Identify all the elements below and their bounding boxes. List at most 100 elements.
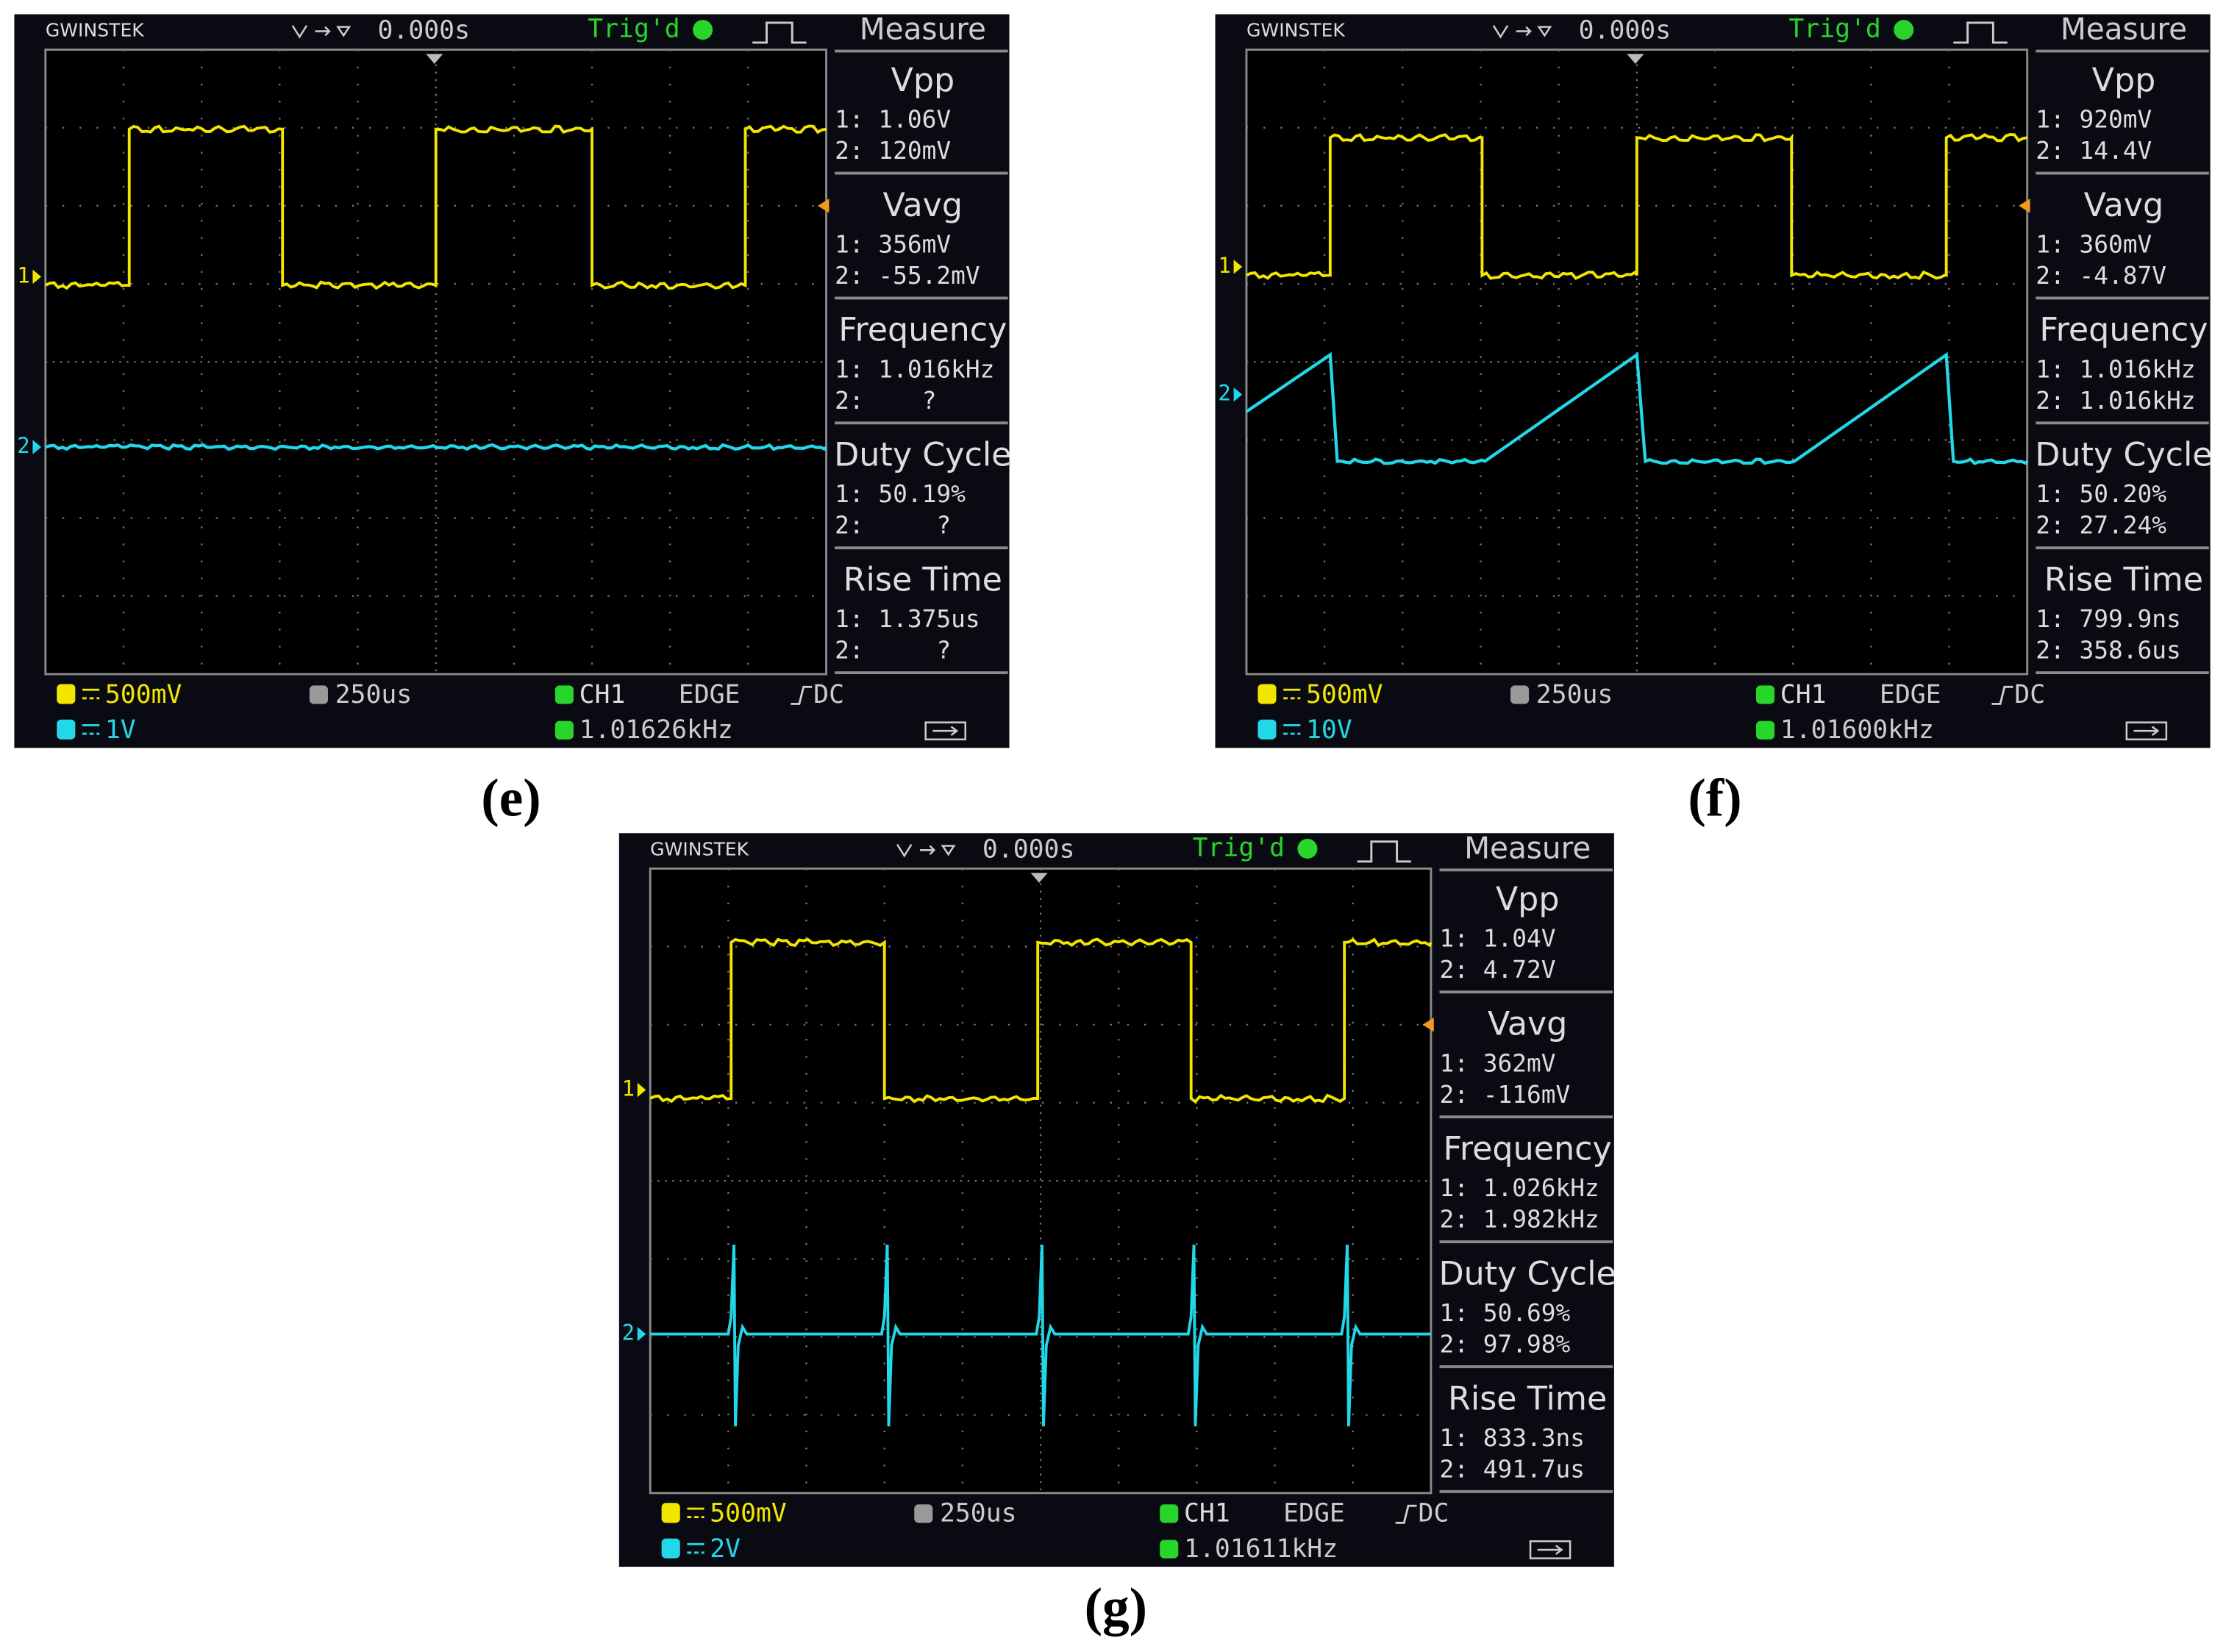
measure-name: Vavg	[883, 187, 963, 224]
measure-ch2: 2: -55.2mV	[835, 262, 980, 290]
measure-name: Frequency	[838, 312, 1007, 349]
trigger-source: CH1	[1780, 680, 1827, 709]
measure-ch1: 1: 362mV	[1439, 1049, 1555, 1077]
menu-title: Measure	[2061, 11, 2187, 46]
usb-icon	[924, 721, 966, 740]
measure-ch1: 1: 1.016kHz	[835, 355, 994, 383]
panel-caption: (e)	[481, 768, 541, 827]
ch1-marker-arrow	[637, 1082, 646, 1098]
trigger-status: Trig'd	[1788, 15, 1880, 44]
trigger-icon	[1160, 1504, 1179, 1523]
trigger-position-marker	[426, 54, 443, 64]
timebase-icon	[1510, 685, 1530, 704]
measure-ch2: 2: 4.72V	[1439, 956, 1555, 984]
panel-caption: (g)	[1085, 1577, 1148, 1637]
trigger-status: Trig'd	[1193, 833, 1285, 862]
scope-screen: 1 2 GWINSTEK 0.000s Trig'd Measure Vpp 1: 920mV…	[1215, 11, 2211, 748]
scope-screen: 1 2 GWINSTEK 0.000s Trig'd Measure Vpp 1: 1.06V…	[14, 14, 1011, 748]
measure-ch2: 2: ?	[835, 637, 951, 665]
brand: GWINSTEK	[46, 19, 144, 40]
trigger-status-dot	[1297, 838, 1318, 859]
measure-name: Vpp	[2092, 62, 2156, 99]
measure-ch2: 2: -4.87V	[2036, 262, 2166, 290]
ch1-waveform	[45, 124, 827, 290]
scope-screen: 1 2 GWINSTEK 0.000s Trig'd Measure Vpp 1: 1.04V…	[618, 833, 1616, 1567]
acquire-icon	[1357, 840, 1411, 863]
ch1-scale: 500mV	[105, 680, 182, 709]
measure-name: Rise Time	[1448, 1380, 1607, 1417]
measure-ch2: 2: 358.6us	[2036, 637, 2180, 665]
measure-name: Vavg	[1488, 1006, 1568, 1043]
ch2-waveform	[650, 1244, 1431, 1427]
measure-ch2: 2: 491.7us	[1439, 1455, 1584, 1483]
coupling: DC	[2014, 680, 2045, 709]
measure-ch1: 1: 1.375us	[835, 605, 980, 633]
delay-icon	[896, 843, 956, 858]
ch2-scale: 1V	[105, 715, 136, 745]
measure-ch1: 1: 50.69%	[1439, 1299, 1570, 1327]
frequency-icon	[1755, 720, 1775, 740]
trigger-level-marker	[817, 199, 830, 213]
delay: 0.000s	[1579, 15, 1671, 45]
measure-ch2: 2: ?	[835, 387, 936, 415]
trigger-source: CH1	[579, 680, 626, 709]
measure-name: Vavg	[2084, 187, 2164, 224]
measure-name: Duty Cycle	[1439, 1255, 1616, 1292]
dc-icon	[687, 1542, 704, 1554]
ch1-waveform	[1246, 133, 2028, 280]
measure-name: Duty Cycle	[834, 437, 1011, 474]
timebase: 250us	[335, 680, 413, 709]
measure-name: Frequency	[2039, 312, 2208, 349]
ch1-scale: 500mV	[1306, 680, 1383, 709]
measure-ch2: 2: 1.016kHz	[2036, 387, 2195, 415]
usb-icon	[2125, 721, 2168, 740]
trigger-frequency: 1.01611kHz	[1184, 1534, 1338, 1564]
measure-ch1: 1: 833.3ns	[1439, 1424, 1584, 1452]
measure-ch1: 1: 920mV	[2036, 106, 2152, 134]
delay-icon	[291, 25, 352, 39]
edge-icon	[1991, 685, 2013, 705]
ch1-icon	[661, 1503, 680, 1523]
ch1-icon	[1258, 684, 1277, 704]
delay: 0.000s	[982, 834, 1074, 864]
trigger-position-marker	[1627, 54, 1644, 64]
acquire-icon	[1953, 21, 2008, 44]
trigger-frequency: 1.01600kHz	[1780, 715, 1934, 745]
measure-ch1: 1: 1.04V	[1439, 924, 1555, 952]
ch1-marker-arrow	[32, 269, 42, 285]
ch1-icon	[57, 684, 76, 704]
frequency-icon	[1160, 1540, 1179, 1559]
trigger-type: EDGE	[679, 680, 741, 709]
measure-ch2: 2: 27.24%	[2036, 512, 2166, 540]
delay-icon	[1492, 25, 1552, 39]
ch1-marker-arrow	[1233, 260, 1243, 274]
ch2-marker-arrow	[32, 440, 42, 454]
acquire-icon	[752, 21, 807, 44]
trigger-icon	[554, 685, 574, 704]
trigger-type: EDGE	[1880, 680, 1941, 709]
measure-name: Rise Time	[2044, 561, 2203, 598]
dc-icon	[687, 1507, 704, 1519]
trigger-icon	[1755, 685, 1775, 704]
frequency-icon	[554, 720, 574, 740]
measure-ch1: 1: 799.9ns	[2036, 605, 2180, 633]
grid-bg	[649, 867, 1433, 1495]
brand: GWINSTEK	[650, 838, 749, 859]
ch1-scale: 500mV	[710, 1499, 787, 1528]
dc-icon	[1283, 723, 1301, 735]
measure-ch1: 1: 50.20%	[2036, 480, 2166, 508]
measure-ch2: 2: -116mV	[1439, 1081, 1570, 1109]
ch1-marker: 1	[17, 262, 29, 287]
panel-caption: (f)	[1688, 768, 1741, 827]
timebase-icon	[914, 1504, 933, 1523]
measure-name: Vpp	[891, 62, 955, 99]
trigger-status: Trig'd	[588, 15, 679, 44]
ch2-icon	[661, 1538, 680, 1559]
measure-ch1: 1: 356mV	[835, 230, 951, 258]
ch1-marker: 1	[1218, 253, 1230, 278]
trigger-status-dot	[693, 20, 713, 40]
measure-name: Rise Time	[843, 561, 1002, 598]
ch2-marker-arrow	[1233, 387, 1243, 402]
measure-ch2: 2: ?	[835, 512, 951, 540]
measure-ch2: 2: 14.4V	[2036, 137, 2152, 165]
